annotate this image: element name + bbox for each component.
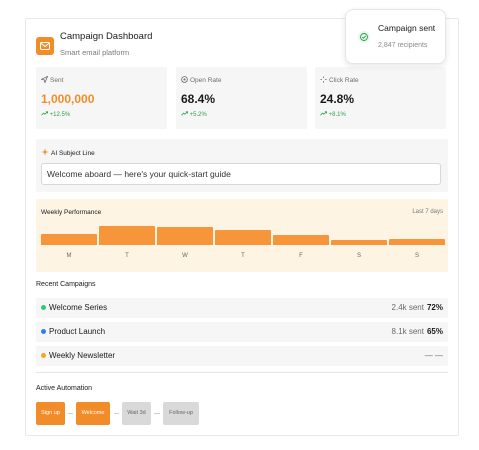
toast-title: Campaign sent (378, 23, 436, 33)
trend-up-icon (41, 111, 48, 116)
flow-connector (114, 413, 119, 414)
chart-bar (157, 227, 213, 245)
ai-subject-input[interactable]: Welcome aboard — here's your quick-start… (41, 163, 441, 185)
flow-step-welcome[interactable]: Welcome (76, 402, 110, 425)
campaign-row[interactable]: Welcome Series 2.4k sent 72% (36, 298, 448, 318)
toast-subtitle: 2,847 recipients (378, 42, 428, 49)
stat-card-sent[interactable]: Sent 1,000,000 +12.5% (36, 67, 167, 129)
stat-label: Click Rate (320, 76, 359, 84)
send-icon (40, 75, 49, 84)
sparkle-icon (41, 148, 49, 156)
stat-delta: +12.5% (41, 111, 70, 118)
campaign-stats: — — (424, 351, 443, 360)
stat-delta: +5.2% (181, 111, 207, 118)
campaign-stats: 2.4k sent 72% (391, 303, 443, 312)
stat-value: 68.4% (181, 92, 216, 106)
ai-subject-panel: AI Subject Line Welcome aboard — here's … (36, 139, 448, 192)
flow-connector (154, 413, 160, 414)
eye-icon (181, 76, 188, 83)
page-subtitle: Smart email platform (60, 48, 130, 57)
cursor-icon (320, 76, 327, 83)
status-dot (41, 329, 46, 334)
recent-campaigns-title: Recent Campaigns (36, 281, 96, 288)
chart-bar (41, 234, 97, 245)
chart-tick-label: T (241, 253, 245, 259)
campaign-row[interactable]: Product Launch 8.1k sent 65% (36, 322, 448, 342)
stat-value: 1,000,000 (41, 92, 95, 106)
flow-step-sign-up[interactable]: Sign up (36, 402, 65, 425)
chart-tick-label: F (299, 253, 303, 259)
campaign-name: Product Launch (49, 327, 106, 336)
ai-subject-label: AI Subject Line (41, 148, 95, 157)
check-circle-icon (358, 31, 370, 43)
stat-label: Open Rate (181, 76, 221, 84)
section-divider (36, 372, 448, 373)
chart-title: Weekly Performance (41, 209, 102, 216)
campaign-name: Weekly Newsletter (49, 351, 116, 360)
status-dot (41, 353, 46, 358)
stat-delta: +8.1% (320, 111, 346, 118)
stat-value: 24.8% (320, 92, 355, 106)
campaign-stats: 8.1k sent 65% (391, 327, 443, 336)
trend-up-icon (181, 111, 188, 116)
stat-card-open-rate[interactable]: Open Rate 68.4% +5.2% (176, 67, 307, 129)
dashboard-card: Campaign Dashboard Smart email platform … (25, 18, 459, 436)
chart-tick-label: S (356, 253, 361, 259)
chart-tick-label: M (66, 253, 72, 259)
flow-connector (68, 413, 73, 414)
mail-icon (36, 37, 54, 55)
flow-step-follow-up[interactable]: Follow-up (163, 402, 199, 425)
chart-bar (331, 240, 387, 245)
chart-tick-label: S (414, 253, 419, 259)
chart-tick-label: T (125, 253, 129, 259)
weekly-performance-panel: Weekly Performance Last 7 days M T W T F S S (36, 199, 448, 272)
campaign-sent-toast[interactable]: Campaign sent 2,847 recipients (345, 9, 446, 64)
chart-range[interactable]: Last 7 days (412, 209, 443, 215)
campaign-name: Welcome Series (49, 303, 108, 312)
active-automation-title: Active Automation (36, 385, 93, 392)
stat-label: Sent (40, 75, 63, 84)
status-dot (41, 305, 46, 310)
chart-bar (215, 230, 271, 245)
chart-bar (273, 235, 329, 245)
stat-card-click-rate[interactable]: Click Rate 24.8% +8.1% (315, 67, 446, 129)
dashboard-header: Campaign Dashboard Smart email platform (36, 31, 336, 63)
chart-tick-label: W (182, 253, 188, 259)
trend-up-icon (320, 111, 327, 116)
flow-step-wait[interactable]: Wait 3d (122, 402, 151, 425)
page-title: Campaign Dashboard (60, 31, 153, 42)
campaign-row[interactable]: Weekly Newsletter — — (36, 346, 448, 366)
chart-bar (389, 239, 445, 245)
chart-bar (99, 226, 155, 245)
